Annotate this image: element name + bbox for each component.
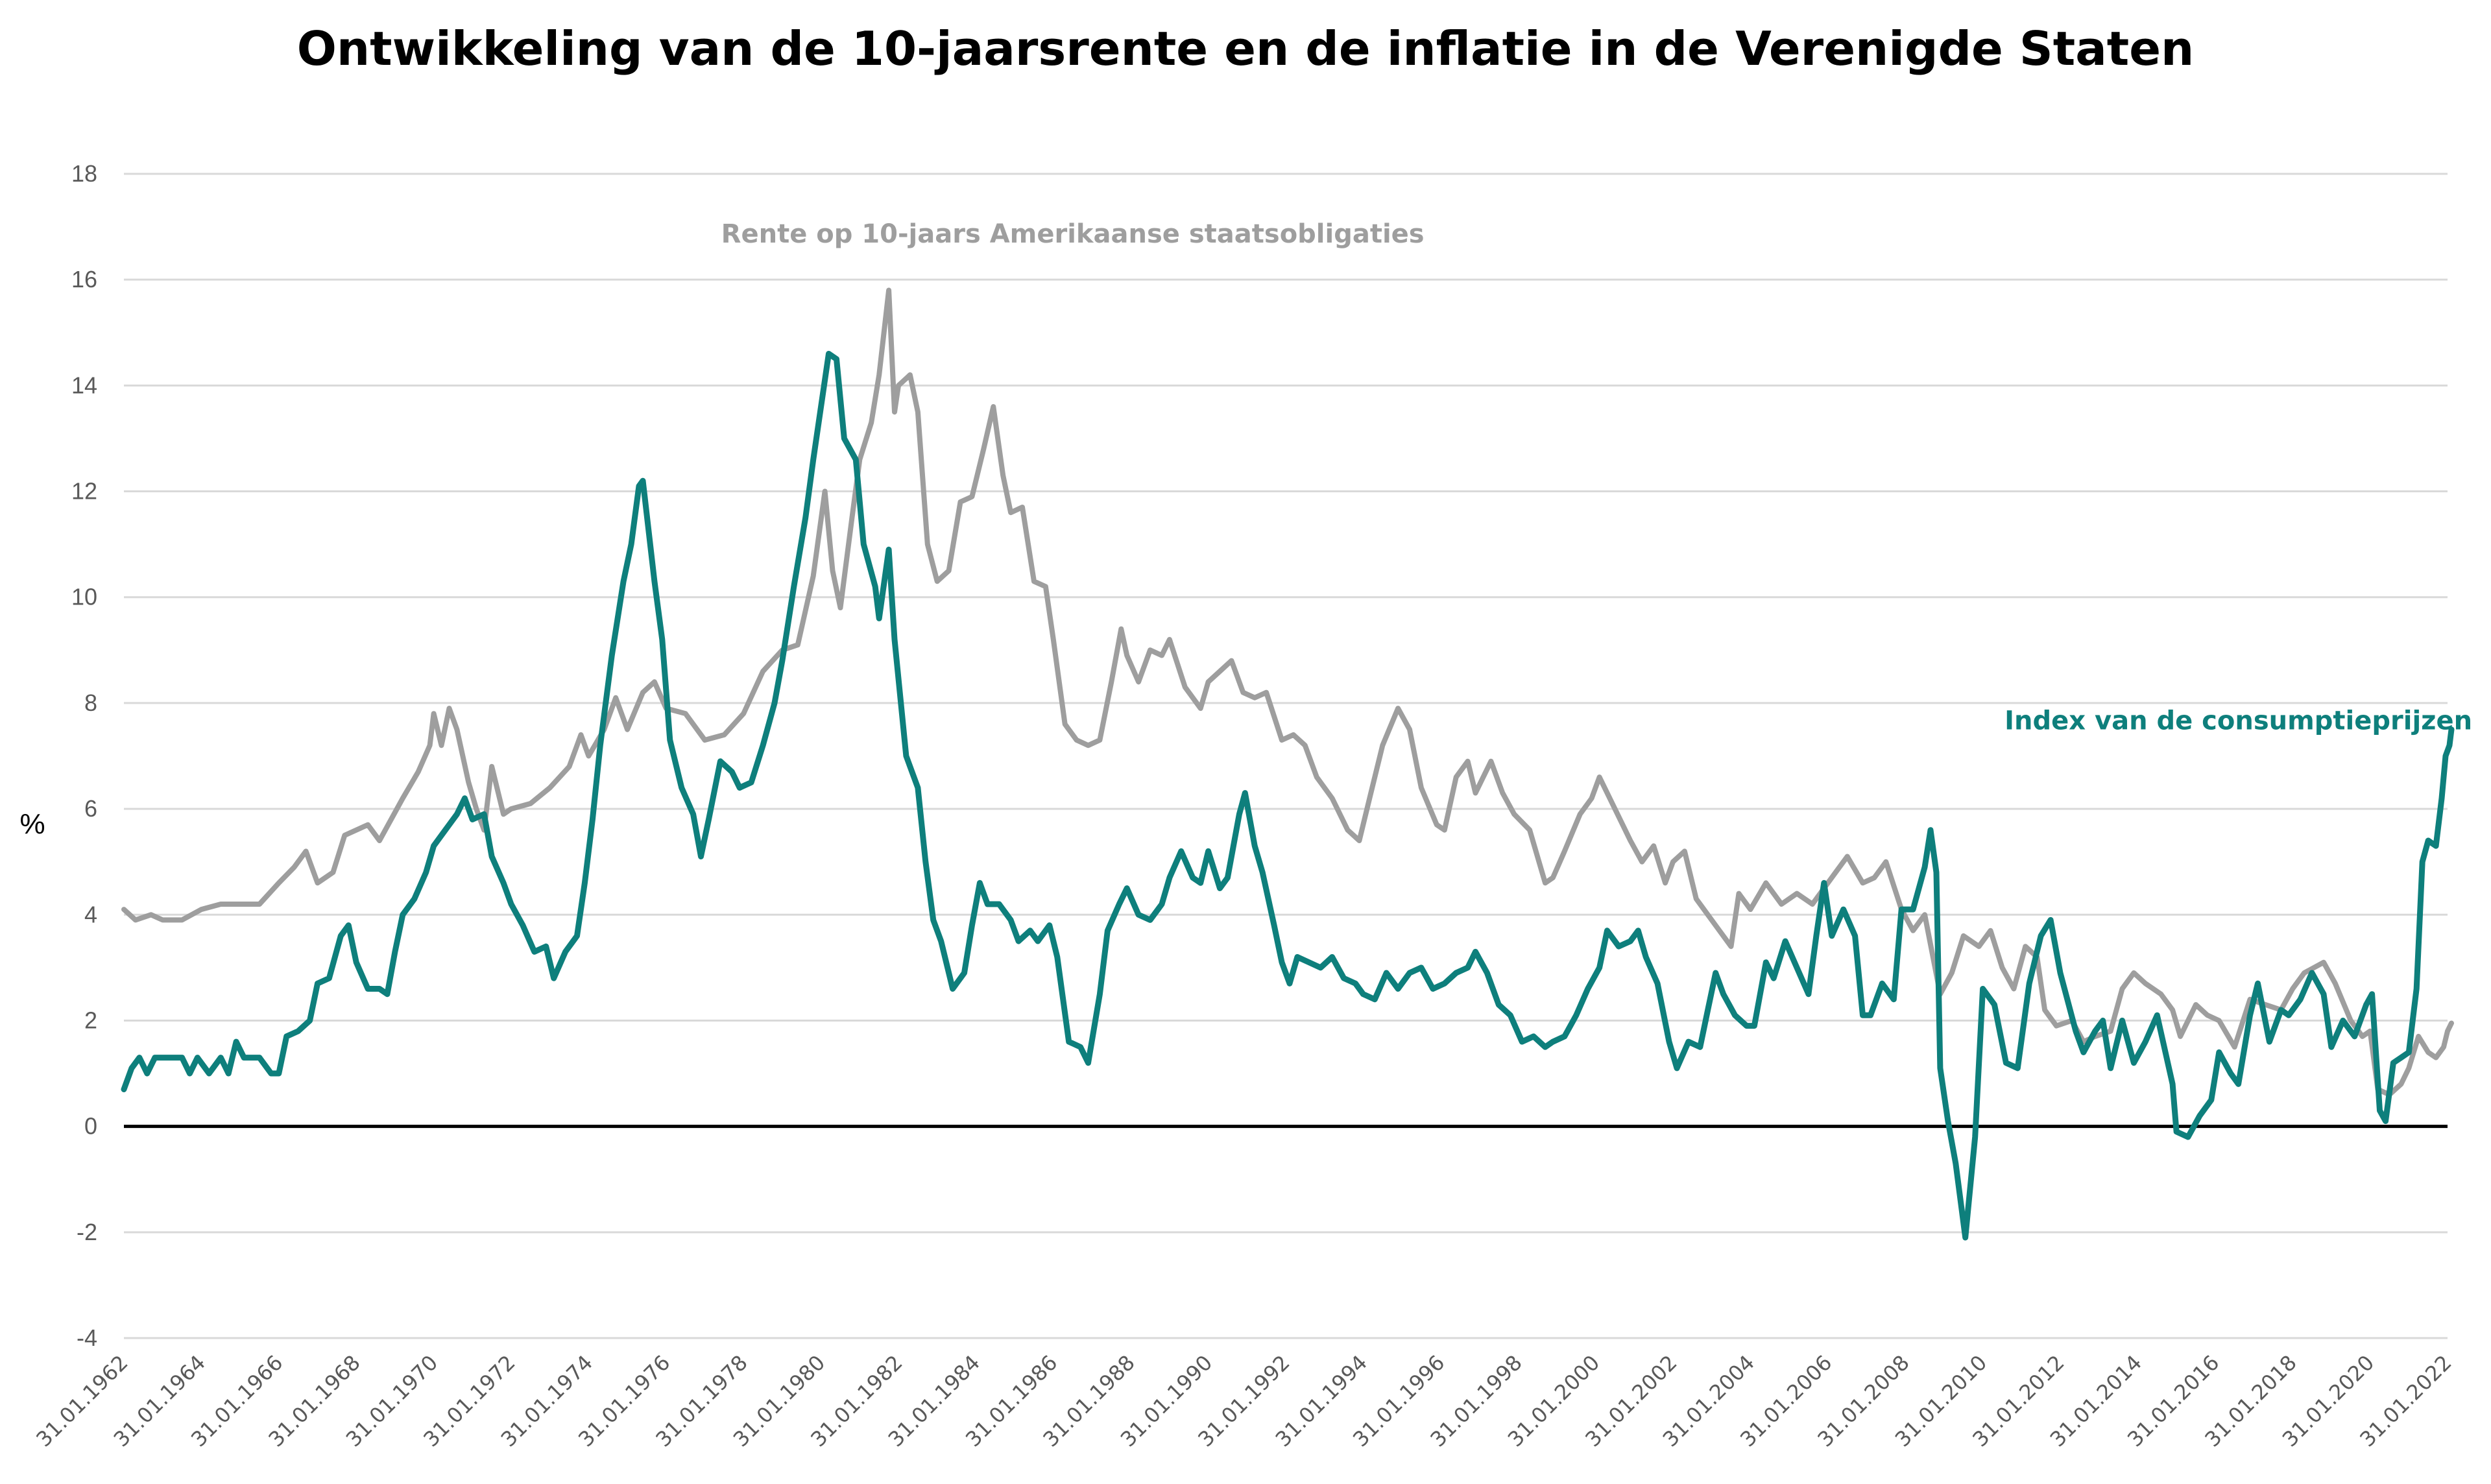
series — [121, 287, 2455, 1241]
y-tick-label: 6 — [84, 795, 97, 822]
y-tick-label: -4 — [77, 1324, 97, 1351]
y-tick-label: 4 — [84, 901, 97, 928]
annotation-rente: Rente op 10-jaars Amerikaanse staatsobli… — [721, 219, 1425, 249]
y-axis-label: % — [19, 808, 45, 840]
y-tick-label: 2 — [84, 1007, 97, 1033]
y-tick-label: 12 — [71, 478, 97, 505]
series-line-rente — [121, 287, 2454, 1097]
y-tick-label: 10 — [71, 584, 97, 610]
y-tick-label: 14 — [71, 372, 97, 398]
y-tick-label: -2 — [77, 1219, 97, 1245]
y-tick-label: 8 — [84, 689, 97, 716]
chart-title: Ontwikkeling van de 10-jaarsrente en de … — [297, 21, 2195, 76]
y-tick-label: 0 — [84, 1113, 97, 1140]
annotation-cpi: Index van de consumptieprijzen — [2004, 706, 2472, 736]
y-tick-label: 16 — [71, 266, 97, 293]
x-axis-ticks: 31.01.196231.01.196431.01.196631.01.1968… — [31, 1350, 2456, 1452]
y-axis-ticks: 18 16 14 12 10 8 6 4 2 0 -2 -4 — [71, 160, 97, 1351]
series-line-cpi — [121, 350, 2455, 1241]
y-tick-label: 18 — [71, 160, 97, 187]
gridlines — [124, 173, 2448, 1339]
